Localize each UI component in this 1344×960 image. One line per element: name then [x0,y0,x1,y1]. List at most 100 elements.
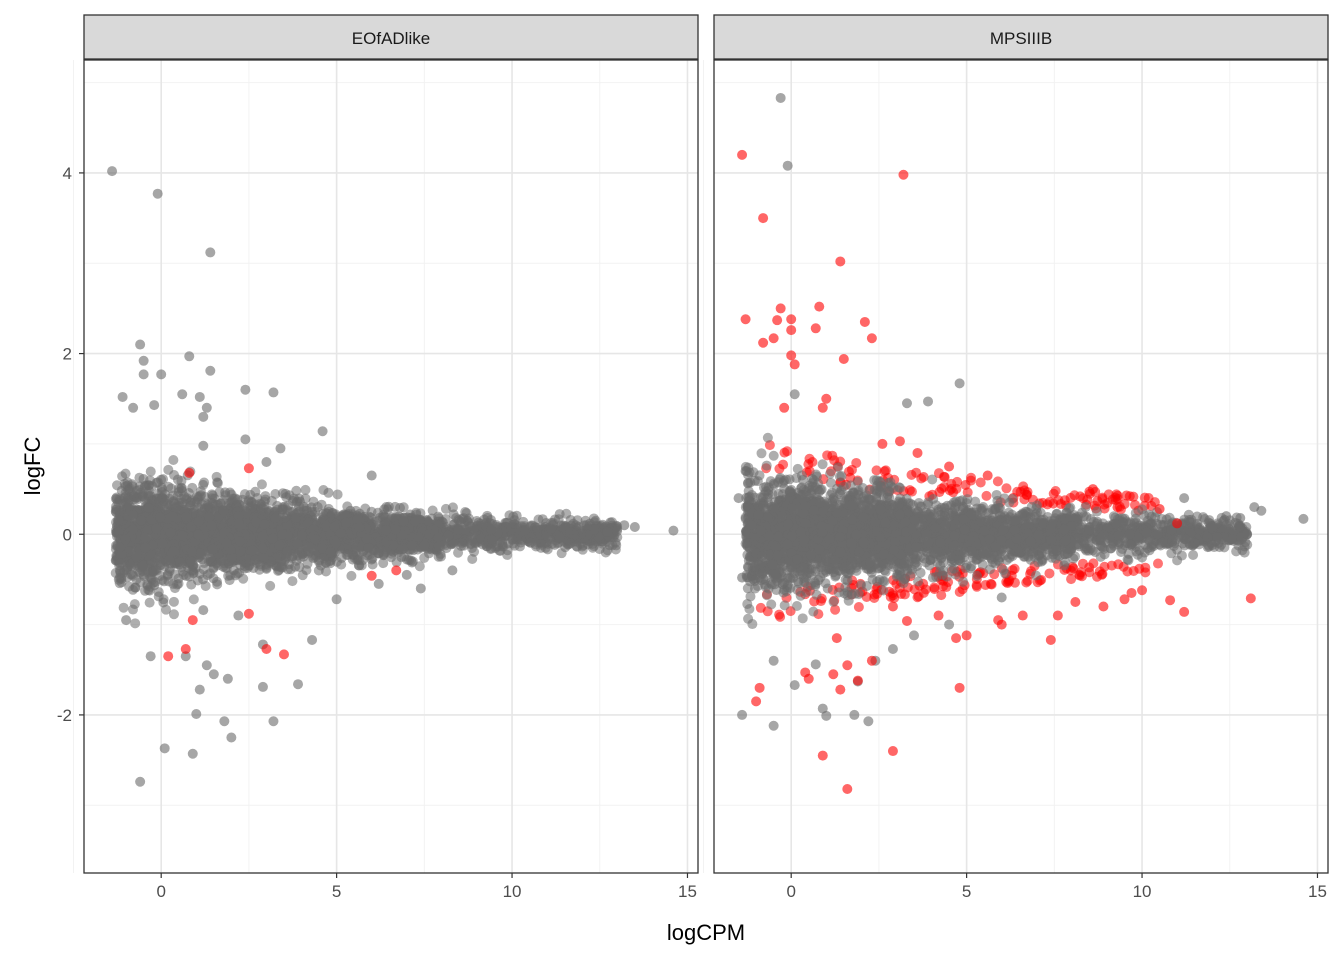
gene-point [138,355,149,366]
significant-point [180,643,191,654]
significant-point [1068,563,1079,574]
panel-background [84,60,698,873]
gene-point [235,560,246,571]
significant-point [261,643,272,654]
gene-point [247,545,258,556]
gene-point [419,540,430,551]
gene-point [159,743,170,754]
significant-point [366,570,377,581]
gene-point [605,517,616,528]
gene-point [165,527,176,538]
gene-point [115,558,126,569]
gene-point [832,462,843,473]
gene-point [300,484,311,495]
gene-point [119,478,130,489]
gene-point [413,532,424,543]
gene-point [602,526,613,537]
gene-point [554,532,565,543]
significant-point [948,487,959,498]
gene-point [181,511,192,522]
gene-point [167,511,178,522]
gene-point [310,534,321,545]
gene-point [198,440,209,451]
significant-point [1124,491,1135,502]
gene-point [256,479,267,490]
gene-point [292,538,303,549]
gene-point [415,583,426,594]
gene-point [346,570,357,581]
gene-point [127,604,138,615]
strip-label: EOfADlike [352,29,430,48]
gene-point [448,538,459,549]
gene-point [591,536,602,547]
gene-point [113,515,124,526]
gene-point [668,525,679,536]
gene-point [135,776,146,787]
significant-point [954,587,965,598]
gene-point [257,543,268,554]
gene-point [181,494,192,505]
gene-point [410,516,421,527]
gene-point [186,556,197,567]
gene-point [293,506,304,517]
significant-point [880,465,891,476]
gene-point [440,503,451,514]
gene-point [199,491,210,502]
gene-point [390,524,401,535]
gene-point [126,561,137,572]
significant-point [911,467,922,478]
gene-point [373,578,384,589]
gene-point [270,513,281,524]
gene-point [381,536,392,547]
significant-point [887,588,898,599]
gene-point [175,557,186,568]
significant-point [941,582,952,593]
gene-point [233,518,244,529]
gene-point [274,540,285,551]
gene-point [356,560,367,571]
gene-point [363,542,374,553]
gene-point [140,532,151,543]
gene-point [509,515,520,526]
significant-point [1066,574,1077,585]
gene-point [332,489,343,500]
gene-point [487,535,498,546]
gene-point [143,502,154,513]
panel-grid [72,60,698,873]
panel-points [107,166,679,787]
significant-point [1069,490,1080,501]
gene-point [120,534,131,545]
gene-point [341,517,352,528]
gene-point [629,522,640,533]
gene-point [233,610,244,621]
gene-point [1188,549,1199,560]
gene-point [226,732,237,743]
gene-point [482,512,493,523]
gene-point [453,547,464,558]
gene-point [581,520,592,531]
significant-point [391,565,402,576]
gene-point [507,534,518,545]
gene-point [130,618,141,629]
gene-point [424,529,435,540]
gene-point [163,481,174,492]
significant-point [163,651,174,662]
gene-point [170,583,181,594]
significant-point [939,471,950,482]
gene-point [199,558,210,569]
gene-point [127,524,138,535]
significant-point [1018,481,1029,492]
gene-point [158,500,169,511]
gene-point [554,509,565,520]
gene-point [224,575,235,586]
significant-point [1102,498,1113,509]
gene-point [307,634,318,645]
gene-point [520,525,531,536]
gene-point [570,533,581,544]
gene-point [169,470,180,481]
significant-point [1113,559,1124,570]
gene-point [222,673,233,684]
gene-point [372,547,383,558]
gene-point [435,551,446,562]
